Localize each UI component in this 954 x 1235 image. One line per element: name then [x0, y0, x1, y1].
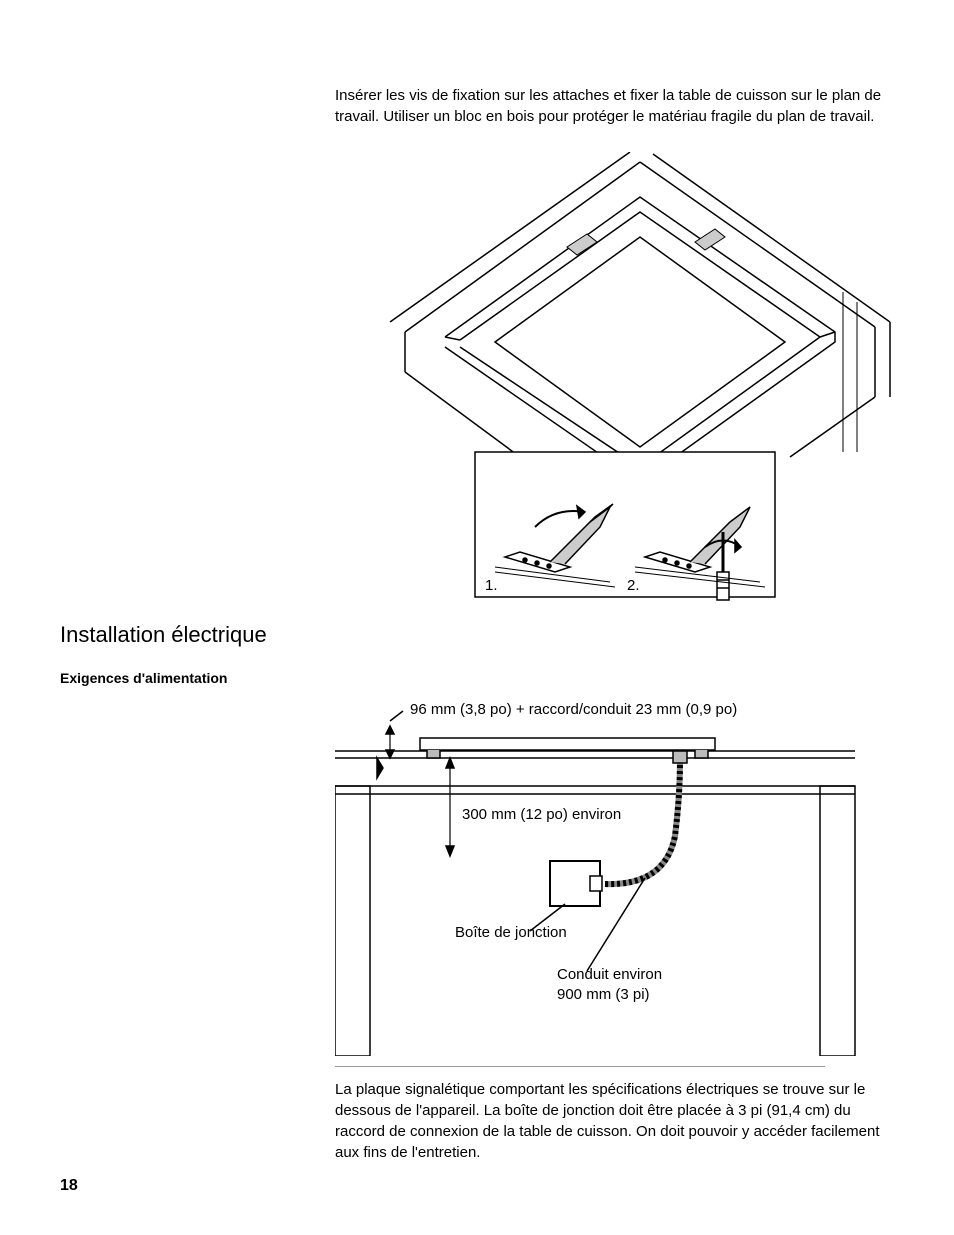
page-container: Insérer les vis de fixation sur les atta…	[0, 0, 954, 1235]
section-heading: Installation électrique	[60, 622, 899, 648]
dim-label-top: 96 mm (3,8 po) + raccord/conduit 23 mm (…	[410, 701, 737, 718]
inset-label-1: 1.	[485, 577, 498, 594]
subsection-heading: Exigences d'alimentation	[60, 670, 899, 686]
intro-paragraph: Insérer les vis de fixation sur les atta…	[335, 85, 899, 127]
section-divider	[335, 1066, 825, 1067]
conduit-label-1: Conduit environ	[557, 966, 662, 983]
junction-box-label: Boîte de jonction	[455, 924, 567, 941]
electrical-diagram-wrap: 96 mm (3,8 po) + raccord/conduit 23 mm (…	[335, 696, 895, 1056]
dim-label-mid: 300 mm (12 po) environ	[462, 806, 621, 823]
inset-label-2: 2.	[627, 577, 640, 594]
conduit-label-2: 900 mm (3 pi)	[557, 986, 650, 1003]
electrical-diagram: 96 mm (3,8 po) + raccord/conduit 23 mm (…	[335, 696, 895, 1056]
installation-diagram: 1. 2.	[335, 152, 895, 602]
page-number: 18	[60, 1177, 78, 1195]
bottom-paragraph: La plaque signalétique comportant les sp…	[335, 1079, 895, 1163]
